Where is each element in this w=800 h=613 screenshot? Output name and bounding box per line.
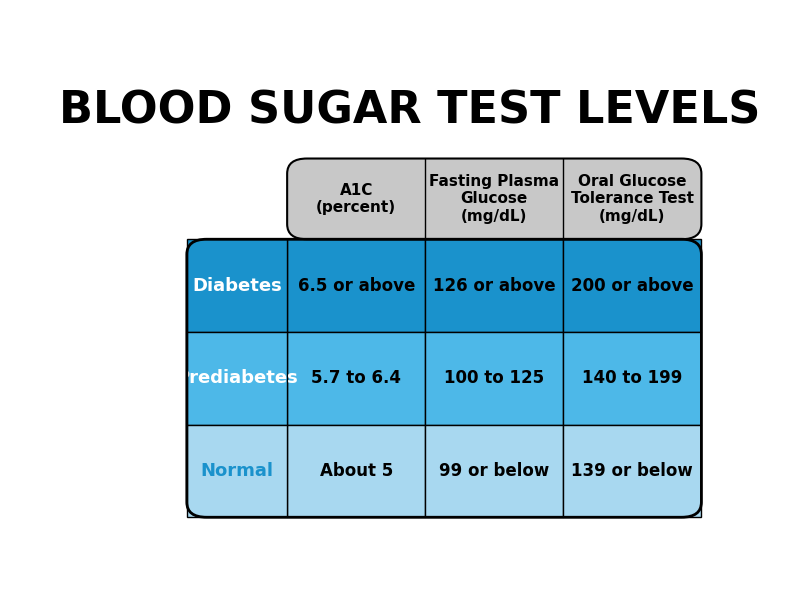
Text: A1C
(percent): A1C (percent) <box>316 183 396 215</box>
Text: About 5: About 5 <box>319 462 393 480</box>
Bar <box>563 332 702 425</box>
Bar <box>426 332 563 425</box>
Text: alamy: alamy <box>40 590 110 610</box>
Text: Oral Glucose
Tolerance Test
(mg/dL): Oral Glucose Tolerance Test (mg/dL) <box>571 174 694 224</box>
Bar <box>287 239 426 332</box>
Bar <box>563 239 702 332</box>
Bar <box>287 425 426 517</box>
Text: BLOOD SUGAR TEST LEVELS: BLOOD SUGAR TEST LEVELS <box>59 90 761 133</box>
Text: Image ID: 2WHFA10: Image ID: 2WHFA10 <box>662 591 752 600</box>
Text: 99 or below: 99 or below <box>439 462 550 480</box>
Text: 126 or above: 126 or above <box>433 276 555 295</box>
Text: 139 or below: 139 or below <box>571 462 694 480</box>
Text: Normal: Normal <box>201 462 274 480</box>
Text: 100 to 125: 100 to 125 <box>444 369 544 387</box>
Bar <box>426 239 563 332</box>
FancyBboxPatch shape <box>287 159 702 239</box>
Text: Diabetes: Diabetes <box>192 276 282 295</box>
Text: 200 or above: 200 or above <box>571 276 694 295</box>
Bar <box>426 425 563 517</box>
Text: Prediabetes: Prediabetes <box>176 369 298 387</box>
Bar <box>187 239 287 332</box>
Text: 5.7 to 6.4: 5.7 to 6.4 <box>311 369 401 387</box>
Bar <box>187 425 287 517</box>
Text: www.alamy.com: www.alamy.com <box>679 601 752 611</box>
Bar <box>563 425 702 517</box>
Text: 6.5 or above: 6.5 or above <box>298 276 415 295</box>
Text: Fasting Plasma
Glucose
(mg/dL): Fasting Plasma Glucose (mg/dL) <box>430 174 559 224</box>
Bar <box>287 332 426 425</box>
Text: 140 to 199: 140 to 199 <box>582 369 682 387</box>
Bar <box>187 332 287 425</box>
